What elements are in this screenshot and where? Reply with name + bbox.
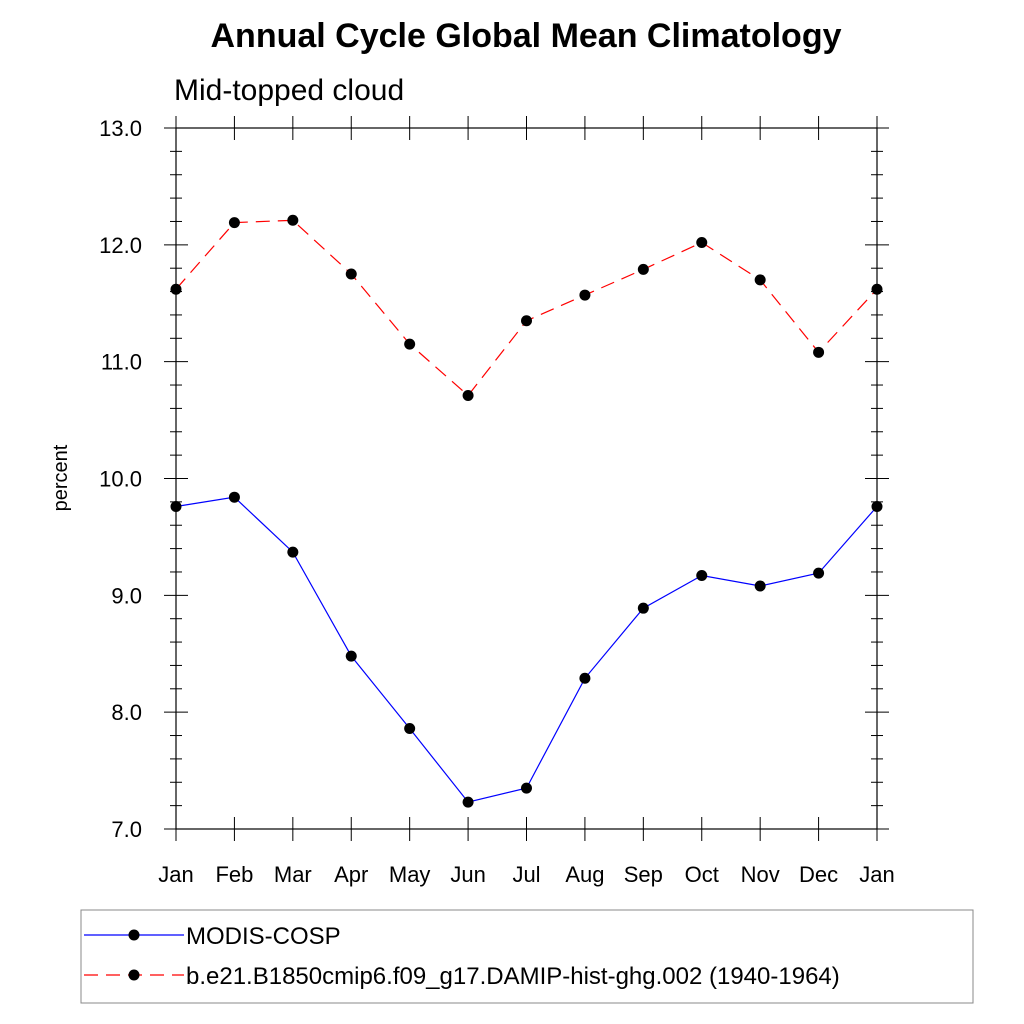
x-tick-label: Aug [565,862,604,887]
legend-marker [128,969,140,981]
data-point [345,268,357,280]
data-point [871,283,883,295]
data-point [754,580,766,592]
data-point [462,796,474,808]
legend: MODIS-COSP b.e21.B1850cmip6.f09_g17.DAMIP… [80,909,974,1004]
data-point [521,315,532,327]
data-point [579,289,591,301]
x-tick-label: Feb [215,862,253,887]
data-point [637,602,649,614]
data-point [696,569,708,581]
data-point [813,346,825,358]
y-tick-label: 10.0 [99,467,142,492]
x-tick-label: Dec [799,862,838,887]
legend-label: b.e21.B1850cmip6.f09_g17.DAMIP-hist-ghg.… [186,963,840,990]
data-point [287,546,299,558]
data-point [287,214,299,226]
x-tick-label: Jan [859,862,894,887]
x-tick-label: Nov [741,862,780,887]
y-tick-label: 12.0 [99,233,142,258]
series-1 [170,491,883,808]
series-2 [170,214,883,402]
data-point [170,501,182,513]
data-point [521,782,532,794]
x-tick-label: Jun [450,862,485,887]
y-axis-label: percent [50,444,72,511]
legend-marker [128,929,140,941]
data-point [170,283,182,295]
series-line [175,496,878,803]
data-point [637,263,649,275]
data-point [404,723,416,735]
data-point [462,390,474,402]
y-tick-label: 8.0 [111,700,142,725]
data-point [813,567,825,579]
x-tick-label: Sep [624,862,663,887]
data-point [228,491,240,503]
data-point [696,236,708,248]
x-tick-label: Apr [334,862,368,887]
data-point [754,274,766,286]
plot-frame [175,127,878,830]
y-tick-label: 7.0 [111,817,142,842]
chart-title: Annual Cycle Global Mean Climatology [211,17,842,55]
data-point [228,217,240,229]
data-point [345,650,357,662]
data-point [579,672,591,684]
data-point [404,338,416,350]
y-tick-label: 11.0 [101,350,142,375]
y-tick-label: 9.0 [111,583,142,608]
x-tick-label: Jul [512,862,540,887]
x-tick-label: May [389,862,431,887]
legend-label: MODIS-COSP [186,923,341,950]
legend-box [80,909,974,1004]
plot-axes: 7.0 8.0 9.0 10.0 11.0 12.0 13.0 Jan Feb Mar Apr May… [99,116,895,887]
y-tick-label: 13.0 [99,116,142,141]
x-tick-label: Jan [158,862,193,887]
data-point [871,501,883,513]
chart-subtitle: Mid-topped cloud [174,74,404,107]
series-line [175,219,878,397]
x-tick-label: Mar [274,862,312,887]
series-layer [170,214,883,808]
x-tick-label: Oct [685,862,719,887]
